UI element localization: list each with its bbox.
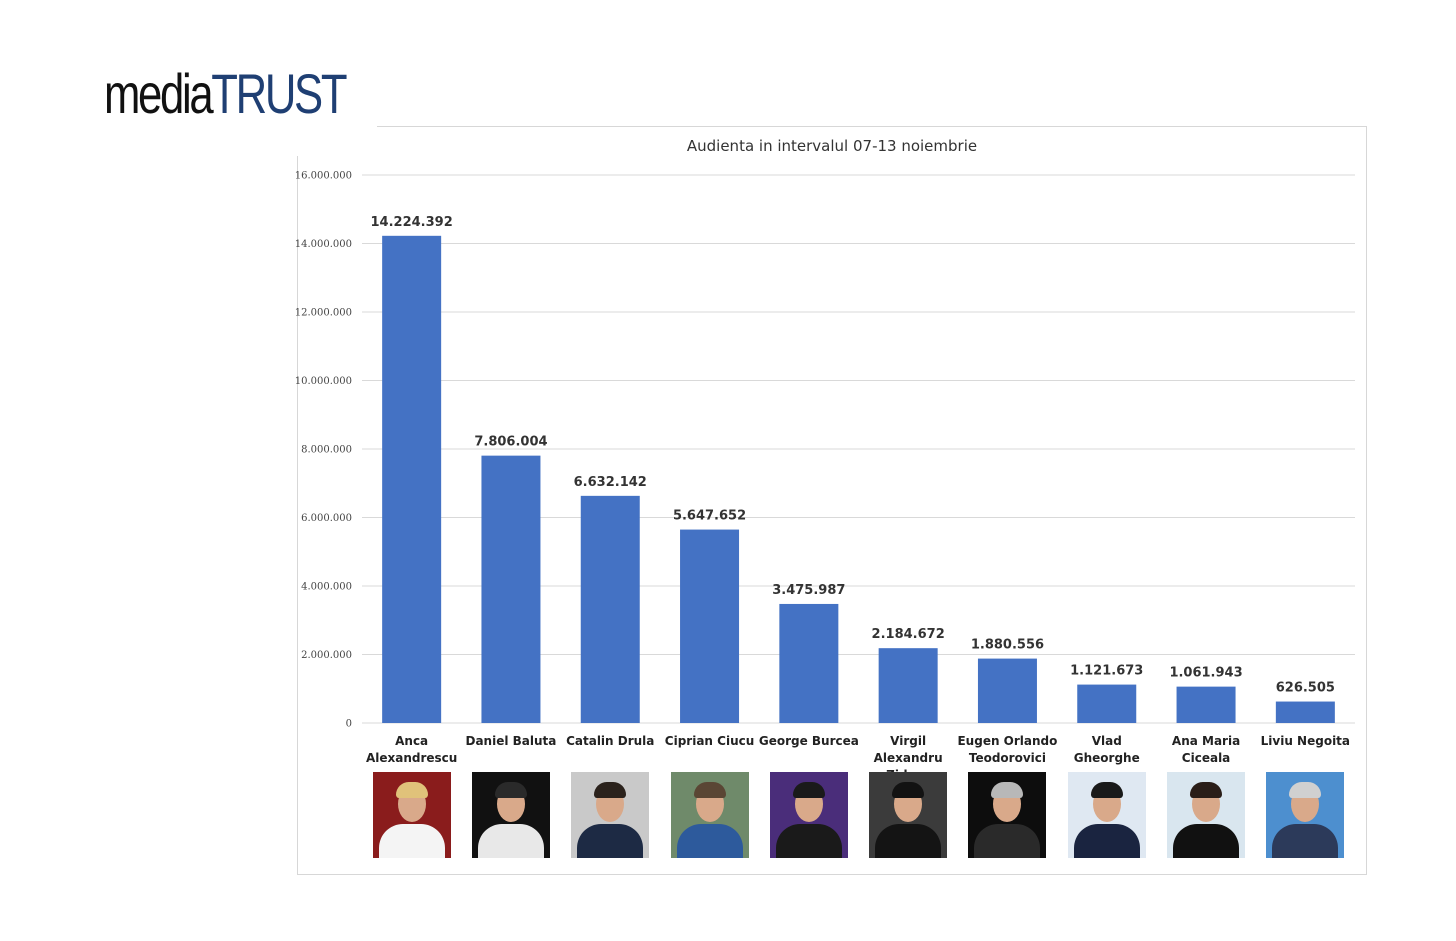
portrait-hair [395,782,428,798]
bar [779,603,839,723]
y-tick-label: 10.000.000 [295,376,352,387]
mediatrust-logo: mediaTRUST [104,66,348,122]
category-label: Vlad Gheorghe [1057,733,1157,767]
category-label-line: Alexandrescu [365,751,458,765]
y-tick-label: 6.000.000 [301,513,352,524]
portrait-photo-icon [1266,772,1345,858]
portrait-torso [875,824,942,858]
bar [481,455,541,723]
data-label: 5.647.652 [673,509,746,524]
portrait-photo-icon [1167,772,1246,858]
portrait-torso [1173,824,1240,858]
portrait-photo-icon [372,772,451,858]
data-label: 1.121.673 [1070,664,1143,679]
portrait-hair [1190,782,1223,798]
data-label: 1.061.943 [1169,666,1242,681]
category-label-line: Teodorovici [968,751,1046,765]
category-label-line: Vlad Gheorghe [1073,734,1140,765]
portrait-hair [892,782,925,798]
bar [977,658,1037,723]
category-label: Ana Maria Ciceala [1156,733,1256,767]
portrait-hair [991,782,1024,798]
bar [1176,686,1236,723]
portrait-photo-icon [769,772,848,858]
portrait-torso [378,824,445,858]
logo-text-media: media [104,62,214,125]
portrait-photo-icon [571,772,650,858]
category-label-line: Liviu Negoita [1260,734,1351,748]
category-label-line: Anca [395,734,429,748]
portrait-hair [1090,782,1123,798]
portrait-torso [775,824,842,858]
portrait-torso [974,824,1041,858]
data-label: 3.475.987 [772,583,845,598]
logo-text-trust: TRUST [211,62,347,125]
category-label-line: Ana Maria [1171,734,1241,748]
category-label-line: Eugen Orlando [957,734,1058,748]
y-tick-label: 4.000.000 [301,582,352,593]
portrait-photo-icon [670,772,749,858]
data-label: 1.880.556 [971,638,1044,653]
category-label-line: Daniel Baluta [465,734,557,748]
portrait-torso [477,824,544,858]
portrait-torso [577,824,644,858]
portrait-hair [494,782,527,798]
data-label: 7.806.004 [474,435,547,450]
portrait-torso [676,824,743,858]
category-label: Eugen Orlando Teodorovici [957,733,1057,767]
y-tick-label: 0 [346,719,352,730]
y-tick-label: 2.000.000 [301,650,352,661]
chart-frame [297,126,1367,875]
portrait-photo-icon [968,772,1047,858]
category-label-line: George Burcea [758,734,859,748]
portrait-torso [1073,824,1140,858]
category-label: George Burcea [759,733,859,750]
category-label-line: Ciceala [1181,751,1231,765]
bar [1077,684,1137,723]
category-label-line: Virgil Alexandru [873,734,943,765]
portrait-torso [1272,824,1339,858]
bar [382,235,442,723]
category-label-line: Catalin Drula [566,734,655,748]
category-label-line: Ciprian Ciucu [664,734,755,748]
category-label: Liviu Negoita [1255,733,1355,750]
portrait-hair [1289,782,1322,798]
portrait-hair [792,782,825,798]
chart-title: Audienta in intervalul 07-13 noiembrie [686,137,978,155]
portrait-hair [693,782,726,798]
category-label: Ciprian Ciucu [660,733,760,750]
bar [680,529,740,723]
portrait-photo-icon [869,772,948,858]
y-tick-label: 8.000.000 [301,445,352,456]
data-label: 14.224.392 [371,215,453,230]
portrait-photo-icon [1067,772,1146,858]
bar [1275,701,1335,723]
category-label: Catalin Drula [560,733,660,750]
y-tick-label: 12.000.000 [295,308,352,319]
y-tick-label: 14.000.000 [295,239,352,250]
portrait-hair [594,782,627,798]
data-label: 2.184.672 [872,627,945,642]
bar [580,495,640,723]
data-label: 6.632.142 [574,475,647,490]
category-label: Anca Alexandrescu [362,733,462,767]
bar [878,648,938,723]
y-tick-label: 16.000.000 [295,171,352,182]
data-label: 626.505 [1276,681,1335,696]
category-label: Daniel Baluta [461,733,561,750]
portrait-photo-icon [471,772,550,858]
chart-frame-gap [297,126,377,156]
